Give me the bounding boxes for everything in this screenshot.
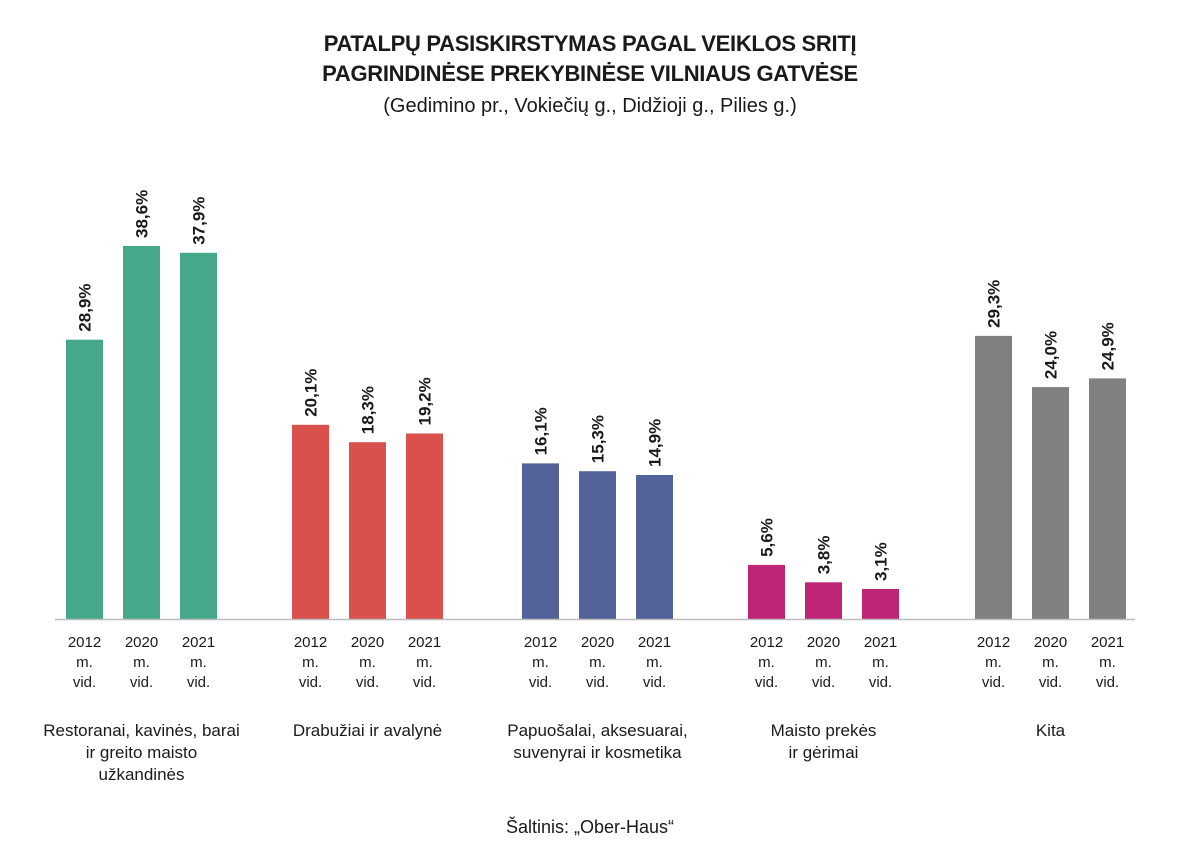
x-tick-label: 2020 m. vid. [807, 634, 840, 691]
bar-1-2 [123, 246, 160, 619]
category-label: Maisto prekės ir gėrimai [771, 721, 877, 762]
value-label: 14,9% [646, 419, 665, 467]
bar-5-1 [975, 335, 1012, 619]
value-label: 16,1% [532, 407, 551, 455]
bar-group-2: 20,1% 2012 m. vid. 18,3% 2020 m. vid. 19,2% 2021 m… [292, 369, 443, 740]
bar-1-3 [180, 252, 217, 620]
bar-3-3 [636, 475, 673, 619]
source-note: Šaltinis: „Ober-Haus“ [505, 817, 675, 837]
bar-group-5: 29,3% 2012 m. vid. 24,0% 2020 m. vid. 24,9% 2021 m… [975, 280, 1126, 740]
value-label: 28,9% [76, 283, 95, 331]
value-label: 3,8% [815, 536, 834, 575]
value-label: 38,6% [133, 190, 152, 238]
chart-title-line-2: PAGRINDINĖSE PREKYBINĖSE VILNIAUS GATVĖS… [322, 61, 858, 86]
bar-2-1 [292, 424, 329, 619]
chart-title-line-1: PATALPŲ PASISKIRSTYMAS PAGAL VEIKLOS SRI… [323, 31, 857, 56]
bar-4-3 [862, 589, 899, 619]
category-label: Restoranai, kavinės, barai ir greito mais… [43, 721, 240, 784]
x-tick-label: 2021 m. vid. [182, 634, 215, 691]
x-tick-label: 2020 m. vid. [581, 634, 614, 691]
bar-2-3 [406, 433, 443, 619]
bar-3-1 [522, 463, 559, 619]
x-tick-label: 2012 m. vid. [524, 634, 557, 691]
x-tick-label: 2021 m. vid. [1091, 634, 1124, 691]
value-label: 5,6% [758, 518, 777, 557]
value-label: 20,1% [302, 369, 321, 417]
category-label: Papuošalai, aksesuarai, suvenyrai ir kosm… [507, 721, 688, 762]
bar-4-2 [805, 582, 842, 619]
bar-5-3 [1089, 378, 1126, 619]
bar-3-2 [579, 471, 616, 619]
x-tick-label: 2021 m. vid. [408, 634, 441, 691]
x-tick-label: 2021 m. vid. [638, 634, 671, 691]
bar-group-1: 28,9% 2012 m. vid. 38,6% 2020 m. vid. 37,9% 2021 m… [43, 190, 240, 784]
value-label: 24,9% [1099, 322, 1118, 370]
x-tick-label: 2020 m. vid. [351, 634, 384, 691]
x-tick-label: 2012 m. vid. [750, 634, 783, 691]
x-tick-label: 2012 m. vid. [977, 634, 1010, 691]
value-label: 37,9% [190, 197, 209, 245]
value-label: 15,3% [589, 415, 608, 463]
bar-group-4: 5,6% 2012 m. vid. 3,8% 2020 m. vid. 3,1% 2021 m. vi… [748, 518, 899, 762]
value-label: 29,3% [985, 280, 1004, 328]
bar-group-3: 16,1% 2012 m. vid. 15,3% 2020 m. vid. 14,9% 2021 m… [507, 407, 688, 762]
x-tick-label: 2012 m. vid. [294, 634, 327, 691]
value-label: 3,1% [872, 542, 891, 581]
x-tick-label: 2020 m. vid. [1034, 634, 1067, 691]
x-tick-label: 2020 m. vid. [125, 634, 158, 691]
bar-1-1 [66, 339, 103, 619]
bar-4-1 [748, 564, 785, 619]
bar-5-2 [1032, 387, 1069, 619]
value-label: 24,0% [1042, 331, 1061, 379]
bar-2-2 [349, 442, 386, 619]
chart-subtitle: (Gedimino pr., Vokiečių g., Didžioji g.,… [383, 95, 797, 117]
value-label: 19,2% [416, 377, 435, 425]
category-label: Drabužiai ir avalynė [293, 721, 442, 740]
x-tick-label: 2021 m. vid. [864, 634, 897, 691]
category-label: Kita [1036, 721, 1066, 740]
value-label: 18,3% [359, 386, 378, 434]
x-tick-label: 2012 m. vid. [68, 634, 101, 691]
